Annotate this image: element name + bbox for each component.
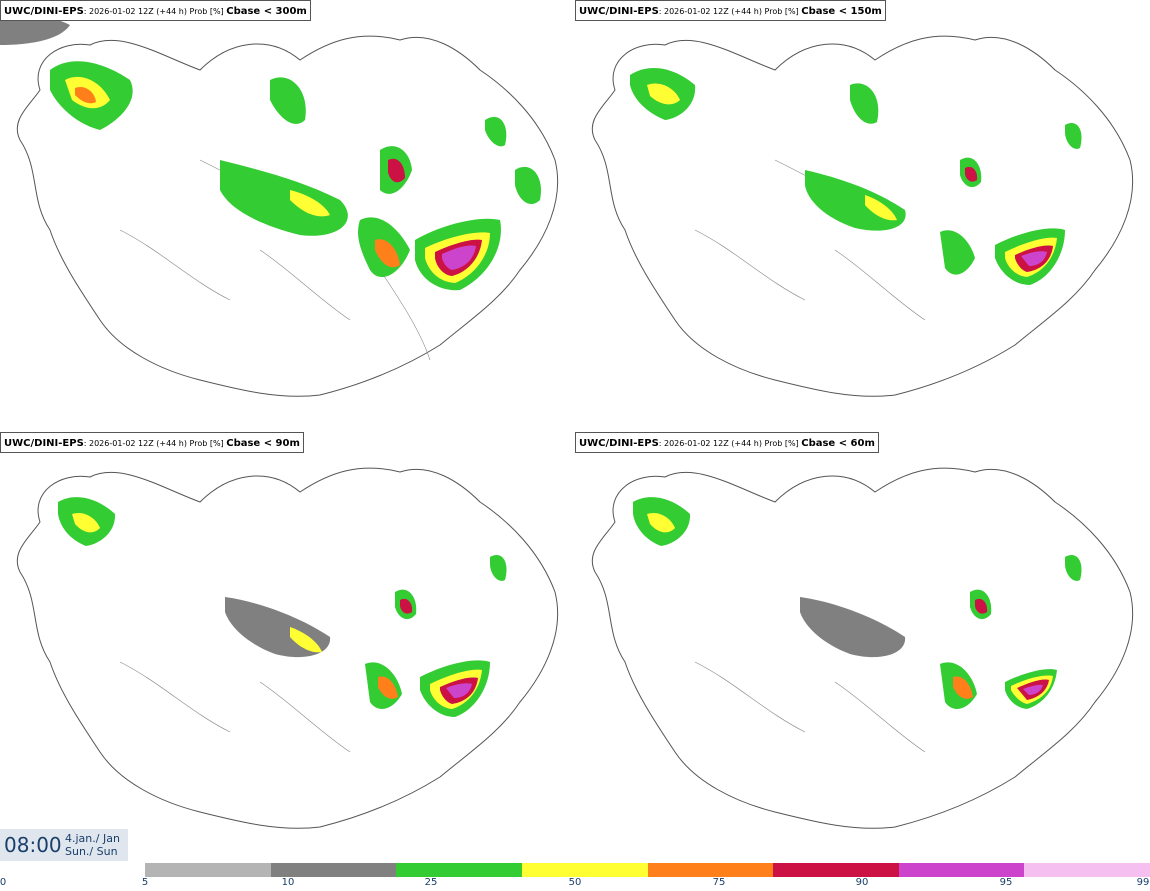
variable-name: Cbase < 300m bbox=[226, 6, 307, 17]
colorbar-segment bbox=[773, 863, 899, 877]
panel-title: UWC/DINI-EPS: 2026-01-02 12Z (+44 h) Pro… bbox=[0, 432, 304, 453]
model-name: UWC/DINI-EPS bbox=[579, 6, 659, 17]
run-info: : 2026-01-02 12Z (+44 h) Prob [%] bbox=[658, 439, 802, 448]
iceland-map bbox=[591, 467, 1134, 829]
day-label: Sun./ Sun bbox=[65, 845, 118, 858]
map-panel-90m: UWC/DINI-EPS: 2026-01-02 12Z (+44 h) Pro… bbox=[0, 432, 575, 864]
map-panel-150m: UWC/DINI-EPS: 2026-01-02 12Z (+44 h) Pro… bbox=[575, 0, 1150, 432]
colorbar-tick-label: 90 bbox=[855, 877, 869, 888]
valid-time: 08:00 bbox=[4, 833, 62, 857]
colorbar bbox=[145, 863, 1150, 877]
valid-date: 4.jan./ Jan Sun./ Sun bbox=[65, 832, 120, 858]
colorbar-tick-label: 0 bbox=[0, 877, 7, 888]
colorbar-segment bbox=[145, 863, 271, 877]
colorbar-segment bbox=[898, 863, 1025, 877]
run-info: : 2026-01-02 12Z (+44 h) Prob [%] bbox=[658, 7, 802, 16]
date-label: 4.jan./ Jan bbox=[65, 832, 120, 845]
model-name: UWC/DINI-EPS bbox=[579, 438, 659, 449]
run-info: : 2026-01-02 12Z (+44 h) Prob [%] bbox=[83, 7, 227, 16]
colorbar-segment bbox=[396, 863, 522, 877]
valid-time-box: 08:00 4.jan./ Jan Sun./ Sun bbox=[0, 829, 128, 861]
panel-title: UWC/DINI-EPS: 2026-01-02 12Z (+44 h) Pro… bbox=[575, 0, 886, 21]
colorbar-tick-label: 5 bbox=[141, 877, 149, 888]
variable-name: Cbase < 150m bbox=[801, 6, 882, 17]
panel-title: UWC/DINI-EPS: 2026-01-02 12Z (+44 h) Pro… bbox=[575, 432, 879, 453]
iceland-map bbox=[16, 467, 559, 829]
variable-name: Cbase < 90m bbox=[226, 438, 300, 449]
colorbar-tick-label: 95 bbox=[999, 877, 1013, 888]
colorbar-tick-label: 99 bbox=[1136, 877, 1150, 888]
colorbar-tick-label: 10 bbox=[281, 877, 295, 888]
colorbar-segment bbox=[270, 863, 397, 877]
iceland-map bbox=[0, 14, 559, 397]
model-name: UWC/DINI-EPS bbox=[4, 6, 84, 17]
colorbar-tick-label: 50 bbox=[568, 877, 582, 888]
colorbar-segment bbox=[1024, 863, 1150, 877]
panel-title: UWC/DINI-EPS: 2026-01-02 12Z (+44 h) Pro… bbox=[0, 0, 311, 21]
colorbar-tick-label: 25 bbox=[424, 877, 438, 888]
colorbar-tick-label: 75 bbox=[712, 877, 726, 888]
model-name: UWC/DINI-EPS bbox=[4, 438, 84, 449]
variable-name: Cbase < 60m bbox=[801, 438, 875, 449]
map-panel-60m: UWC/DINI-EPS: 2026-01-02 12Z (+44 h) Pro… bbox=[575, 432, 1150, 864]
colorbar-segment bbox=[521, 863, 648, 877]
colorbar-segment bbox=[647, 863, 774, 877]
iceland-map bbox=[591, 35, 1134, 397]
run-info: : 2026-01-02 12Z (+44 h) Prob [%] bbox=[83, 439, 227, 448]
map-panel-300m: UWC/DINI-EPS: 2026-01-02 12Z (+44 h) Pro… bbox=[0, 0, 575, 432]
